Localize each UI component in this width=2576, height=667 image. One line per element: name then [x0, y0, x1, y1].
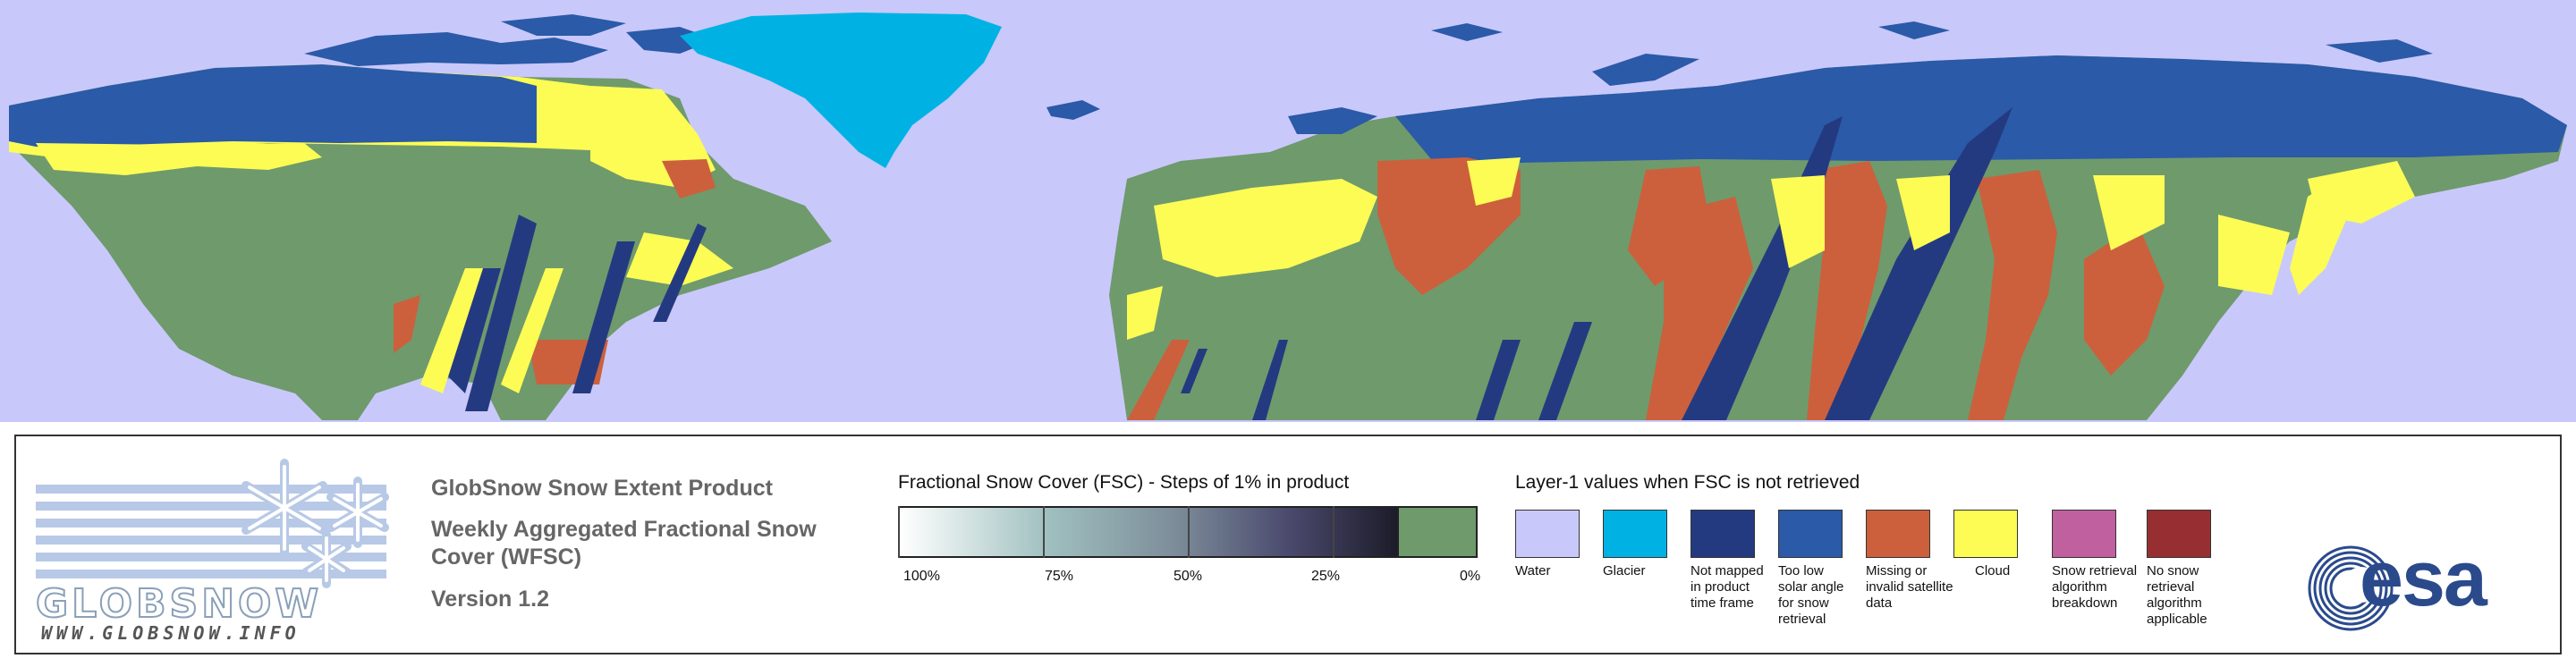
swatch-algorithm-breakdown — [2052, 510, 2116, 558]
swatch-water — [1515, 510, 1580, 558]
snow-cover-map — [0, 0, 2576, 422]
north-america-landmass — [9, 64, 832, 420]
fsc-tick-label: 75% — [1045, 569, 1074, 584]
esa-swirl-icon — [2308, 545, 2394, 631]
product-type-line1: Weekly Aggregated Fractional Snow — [431, 517, 817, 542]
product-version: Version 1.2 — [431, 587, 550, 612]
swatch-not-mapped — [1690, 510, 1755, 558]
esa-wordmark: esa — [2360, 534, 2487, 622]
fsc-tick-mark — [898, 506, 900, 558]
fsc-tick-label: 25% — [1311, 569, 1341, 584]
label-cloud: Cloud — [1975, 563, 2011, 578]
arctic-eurasian-islands — [1288, 21, 2433, 134]
map-legend: GLOBSNOW WWW.GLOBSNOW.INFO GlobSnow Snow… — [14, 435, 2562, 654]
eurasia-landmass — [1109, 55, 2567, 420]
fsc-tick-marks — [898, 506, 1478, 558]
iceland — [1046, 100, 1100, 120]
label-not-mapped: Not mapped in product time frame — [1690, 563, 1764, 611]
fsc-tick-mark — [1333, 506, 1335, 558]
swatch-glacier — [1603, 510, 1667, 558]
arctic-islands — [304, 14, 716, 66]
swatch-low-solar-angle — [1778, 510, 1843, 558]
esa-logo: esa — [2306, 534, 2547, 633]
logo-url: WWW.GLOBSNOW.INFO — [41, 622, 301, 644]
label-algorithm-breakdown: Snow retrieval algorithm breakdown — [2052, 563, 2138, 611]
swatch-cloud — [1953, 510, 2018, 558]
fsc-tick-mark — [1043, 506, 1045, 558]
globsnow-logo: GLOBSNOW WWW.GLOBSNOW.INFO — [35, 445, 411, 646]
snowflake-icon — [242, 459, 389, 588]
product-name: GlobSnow Snow Extent Product — [431, 476, 773, 501]
fsc-tick-label: 50% — [1174, 569, 1203, 584]
japan — [2290, 179, 2352, 295]
label-water: Water — [1515, 563, 1551, 578]
swatch-missing-data — [1866, 510, 1930, 558]
fsc-tick-label: 0% — [1460, 569, 1481, 584]
product-type-line2: Cover (WFSC) — [431, 545, 582, 570]
fsc-tick-label: 100% — [903, 569, 940, 584]
label-low-solar-angle: Too low solar angle for snow retrieval — [1778, 563, 1844, 627]
layer1-title: Layer-1 values when FSC is not retrieved — [1515, 472, 1860, 493]
fsc-tick-mark — [1188, 506, 1190, 558]
fsc-snow-free-swatch — [1399, 506, 1478, 558]
label-no-algorithm: No snow retrieval algorithm applicable — [2147, 563, 2207, 627]
label-glacier: Glacier — [1603, 563, 1646, 578]
label-missing-data: Missing or invalid satellite data — [1866, 563, 1953, 611]
fsc-scale-title: Fractional Snow Cover (FSC) - Steps of 1… — [898, 472, 1350, 493]
logo-wordmark: GLOBSNOW — [35, 580, 322, 628]
greenland-glacier — [680, 13, 1002, 168]
swatch-no-algorithm — [2147, 510, 2211, 558]
